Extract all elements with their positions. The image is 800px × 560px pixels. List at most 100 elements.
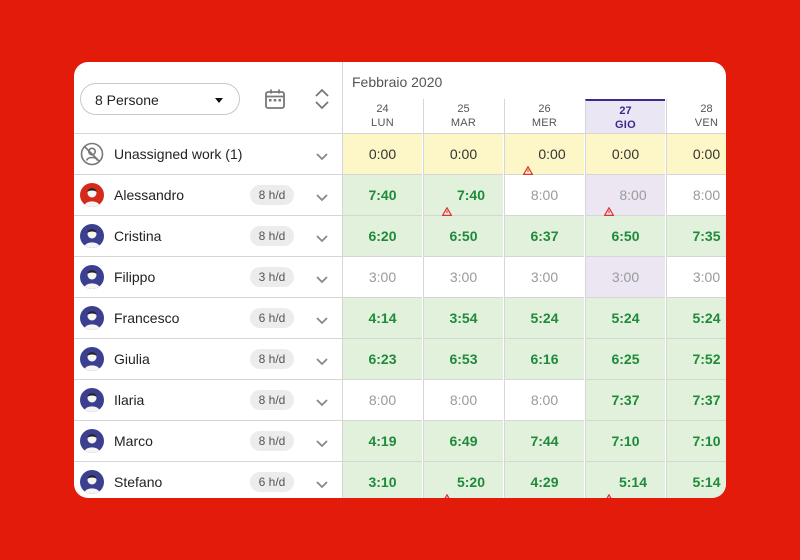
hours-cell[interactable]: 6:50 xyxy=(423,216,503,257)
hours-cell[interactable]: 7:10 xyxy=(585,421,665,462)
avatar xyxy=(80,429,104,453)
hours-cell[interactable]: 7:37 xyxy=(585,380,665,421)
weekday-label: MER xyxy=(531,117,558,129)
hours-cell[interactable]: 3:54 xyxy=(423,298,503,339)
hours-cell[interactable]: 6:49 xyxy=(423,421,503,462)
day-header-25[interactable]: 25 MAR xyxy=(423,99,503,133)
hours-cell[interactable]: 8:00 xyxy=(666,175,726,216)
hours-cell[interactable]: 7:44 xyxy=(504,421,584,462)
hours-cell[interactable]: 5:14 xyxy=(666,462,726,498)
month-label: Febbraio 2020 xyxy=(352,74,443,90)
hours-cell[interactable]: 5:24 xyxy=(504,298,584,339)
person-row[interactable]: Ilaria 8 h/d xyxy=(74,380,342,421)
hours-value: 4:19 xyxy=(368,433,397,449)
hours-cell[interactable]: 6:50 xyxy=(585,216,665,257)
person-row[interactable]: Giulia 8 h/d xyxy=(74,339,342,380)
person-row[interactable]: Stefano 6 h/d xyxy=(74,462,342,498)
day-header-26[interactable]: 26 MER xyxy=(504,99,584,133)
chevron-down-icon[interactable] xyxy=(316,476,328,489)
hours-cell[interactable]: 3:10 xyxy=(342,462,422,498)
hours-cell[interactable]: 3:00 xyxy=(585,257,665,298)
hours-cell[interactable]: 0:00 xyxy=(342,134,422,175)
hours-cell[interactable]: 3:00 xyxy=(504,257,584,298)
day-header-24[interactable]: 24 LUN xyxy=(342,99,422,133)
hours-value: 6:50 xyxy=(449,228,478,244)
chevron-down-icon[interactable] xyxy=(316,271,328,284)
day-header-28[interactable]: 28 VEN xyxy=(666,99,726,133)
hours-cell[interactable]: 5:24 xyxy=(666,298,726,339)
person-row[interactable]: Marco 8 h/d xyxy=(74,421,342,462)
avatar xyxy=(80,183,104,207)
hours-value: 7:52 xyxy=(692,351,721,367)
hours-cell[interactable]: 3:00 xyxy=(666,257,726,298)
hours-per-day-badge: 8 h/d xyxy=(250,431,294,451)
hours-cell[interactable]: 7:52 xyxy=(666,339,726,380)
hours-cell[interactable]: 0:00 xyxy=(585,134,665,175)
hours-cell[interactable]: 7:40 xyxy=(423,175,503,216)
hours-cell[interactable]: 3:00 xyxy=(423,257,503,298)
person-name: Stefano xyxy=(114,474,163,490)
person-row[interactable]: Cristina 8 h/d xyxy=(74,216,342,257)
hours-cell[interactable]: 6:37 xyxy=(504,216,584,257)
hours-cell[interactable]: 8:00 xyxy=(342,380,422,421)
hours-cell[interactable]: 7:10 xyxy=(666,421,726,462)
day-header-27[interactable]: 27 GIO xyxy=(585,99,665,133)
hours-value: 3:10 xyxy=(368,474,397,490)
day-number: 27 xyxy=(619,105,632,117)
hours-cell[interactable]: 6:20 xyxy=(342,216,422,257)
hours-cell[interactable]: 7:37 xyxy=(666,380,726,421)
hours-cell[interactable]: 7:40 xyxy=(342,175,422,216)
hours-value: 7:35 xyxy=(692,228,721,244)
hours-value: 8:00 xyxy=(530,392,559,408)
chevron-down-icon[interactable] xyxy=(316,148,328,161)
chevron-down-icon[interactable] xyxy=(316,312,328,325)
warning-icon xyxy=(442,478,452,498)
avatar xyxy=(80,388,104,412)
hours-cell[interactable]: 5:24 xyxy=(585,298,665,339)
person-row[interactable]: Alessandro 8 h/d xyxy=(74,175,342,216)
weekday-label: GIO xyxy=(614,119,637,131)
person-row[interactable]: Filippo 3 h/d xyxy=(74,257,342,298)
hours-cell[interactable]: 6:23 xyxy=(342,339,422,380)
hours-value: 7:40 xyxy=(456,187,486,203)
person-name: Giulia xyxy=(114,351,150,367)
person-name: Alessandro xyxy=(114,187,185,203)
chevron-down-icon[interactable] xyxy=(316,353,328,366)
people-select[interactable]: 8 Persone xyxy=(80,83,240,115)
warning-icon xyxy=(604,478,614,498)
hours-cell[interactable]: 8:00 xyxy=(504,175,584,216)
hours-cell[interactable]: 6:16 xyxy=(504,339,584,380)
hours-cell[interactable]: 7:35 xyxy=(666,216,726,257)
hours-cell[interactable]: 4:14 xyxy=(342,298,422,339)
hours-cell[interactable]: 5:20 xyxy=(423,462,503,498)
people-select-label: 8 Persone xyxy=(95,92,159,108)
person-row[interactable]: Francesco 6 h/d xyxy=(74,298,342,339)
chevron-down-icon[interactable] xyxy=(316,435,328,448)
hours-cell[interactable]: 5:14 xyxy=(585,462,665,498)
hours-cell[interactable]: 0:00 xyxy=(504,134,584,175)
hours-cell[interactable]: 0:00 xyxy=(423,134,503,175)
hours-cell[interactable]: 6:25 xyxy=(585,339,665,380)
chevron-down-icon[interactable] xyxy=(316,230,328,243)
avatar xyxy=(80,347,104,371)
hours-value: 6:20 xyxy=(368,228,397,244)
chevron-down-icon[interactable] xyxy=(316,394,328,407)
expand-collapse-icon[interactable] xyxy=(311,87,333,111)
hours-cell[interactable]: 4:19 xyxy=(342,421,422,462)
hours-cell[interactable]: 6:53 xyxy=(423,339,503,380)
hours-cell[interactable]: 4:29 xyxy=(504,462,584,498)
weekday-label: LUN xyxy=(371,117,394,129)
hours-value: 3:00 xyxy=(692,269,721,285)
hours-cell[interactable]: 8:00 xyxy=(423,380,503,421)
chevron-down-icon[interactable] xyxy=(316,189,328,202)
unassigned-row[interactable]: Unassigned work (1) xyxy=(74,134,342,175)
hours-cell[interactable]: 3:00 xyxy=(342,257,422,298)
hours-cell[interactable]: 8:00 xyxy=(504,380,584,421)
day-number: 25 xyxy=(457,103,470,115)
hours-value: 3:00 xyxy=(368,269,397,285)
person-name: Cristina xyxy=(114,228,162,244)
hours-value: 0:00 xyxy=(368,146,397,162)
hours-cell[interactable]: 8:00 xyxy=(585,175,665,216)
calendar-icon[interactable] xyxy=(263,87,287,111)
hours-cell[interactable]: 0:00 xyxy=(666,134,726,175)
